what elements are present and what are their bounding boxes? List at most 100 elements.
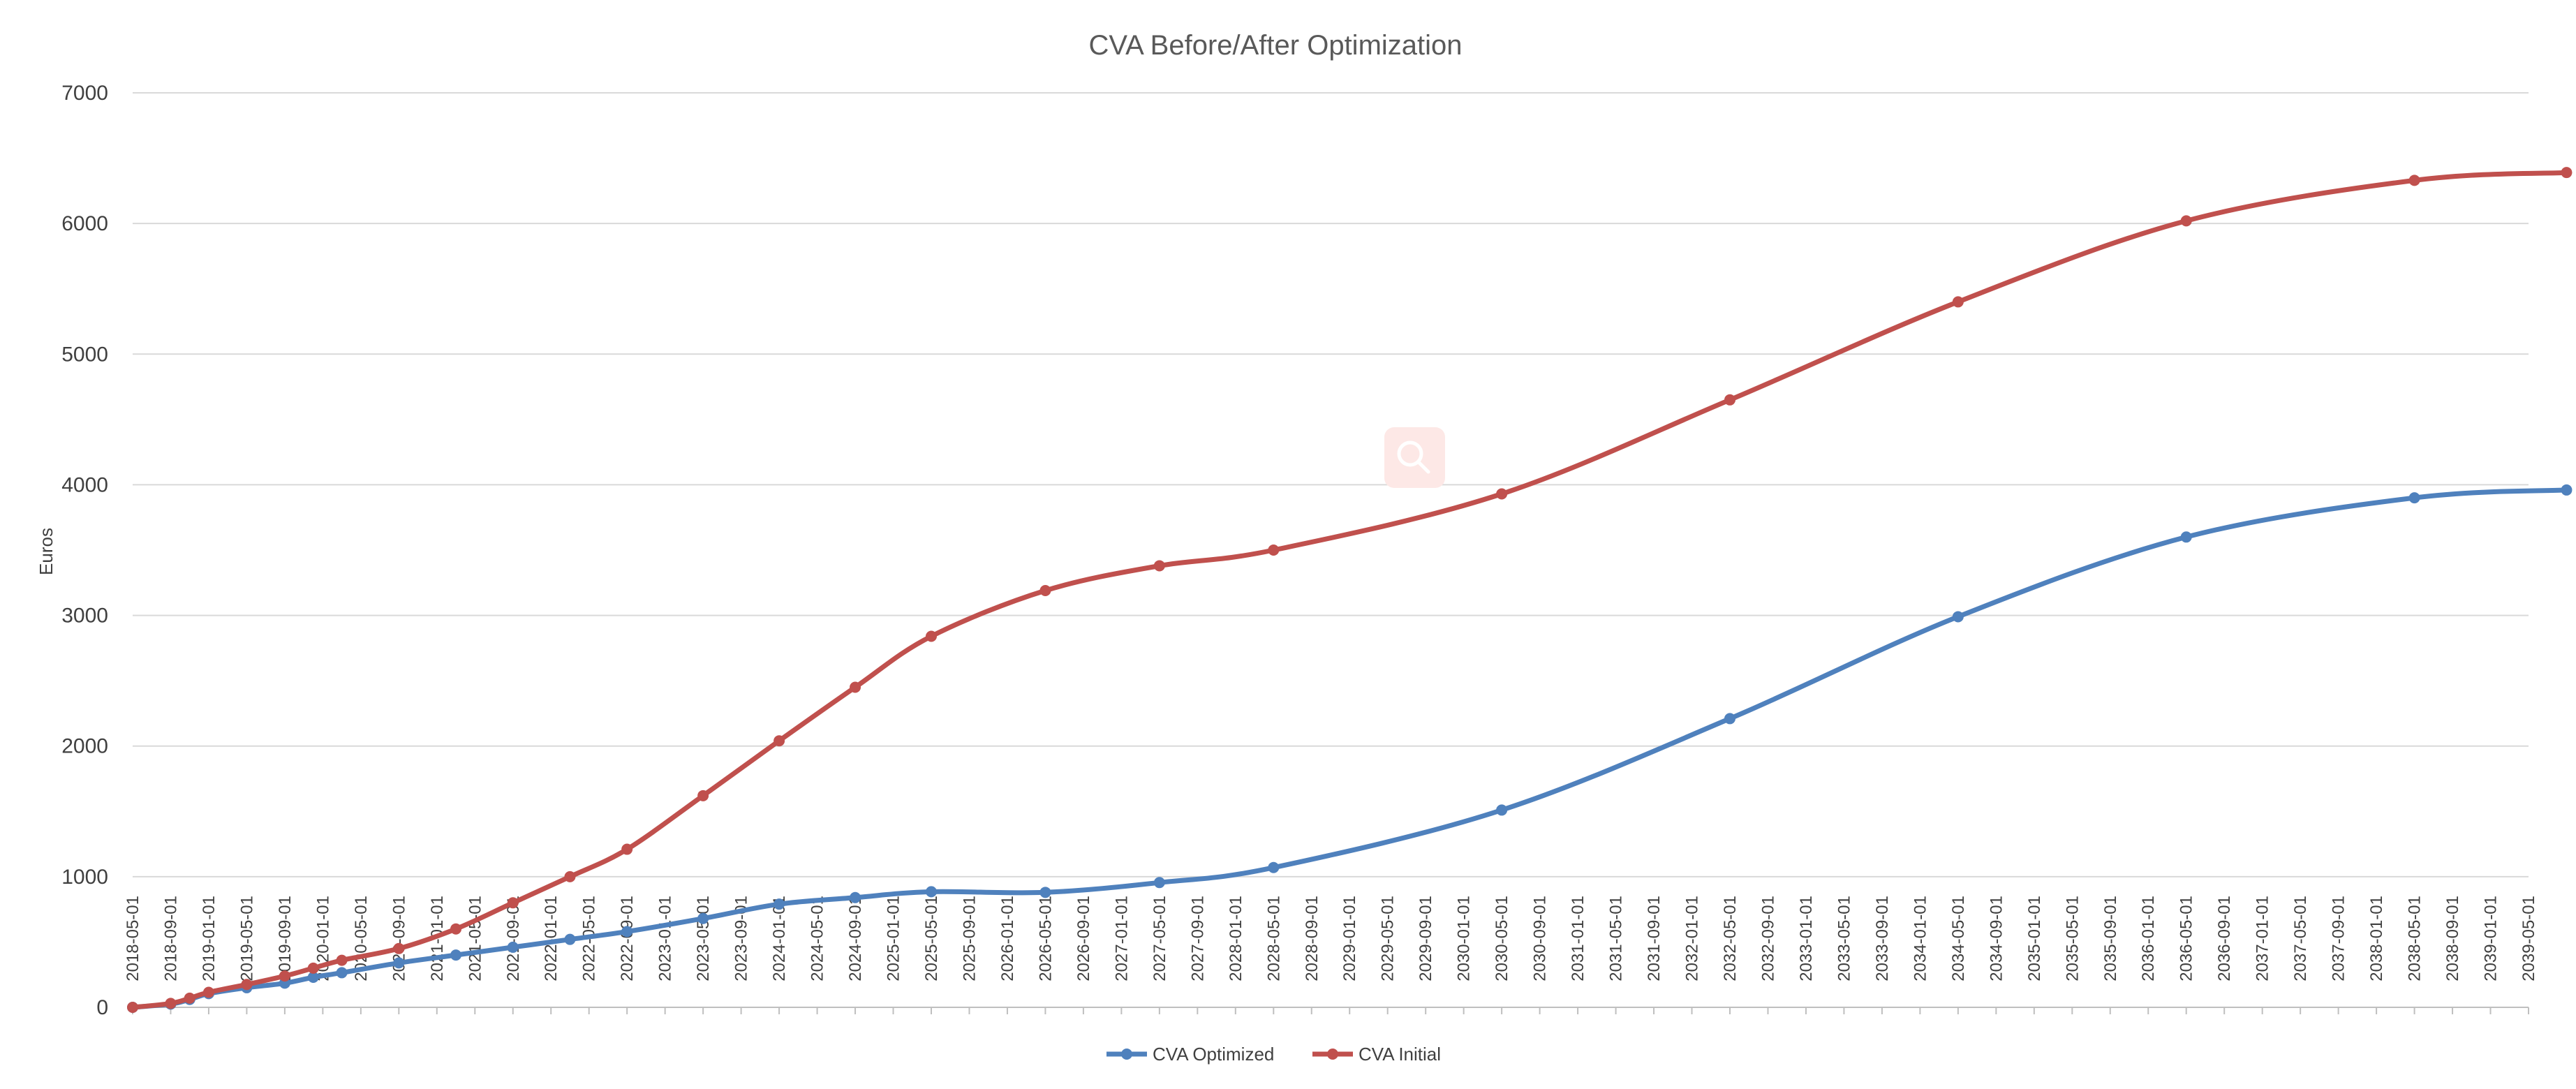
x-tick-label: 2026-01-01	[998, 896, 1017, 981]
x-tick-label: 2035-05-01	[2063, 896, 2082, 981]
x-tick-label: 2021-09-01	[504, 896, 523, 981]
data-point	[307, 971, 319, 983]
x-tick-label: 2028-01-01	[1227, 896, 1245, 981]
data-point	[393, 957, 405, 969]
x-tick-label: 2018-09-01	[161, 896, 180, 981]
data-point	[2561, 167, 2573, 179]
x-tick-label: 2031-01-01	[1569, 896, 1587, 981]
series-cva-initial	[127, 167, 2573, 1013]
y-tick-label: 2000	[61, 735, 108, 758]
x-tick-label: 2019-01-01	[200, 896, 219, 981]
data-point	[336, 954, 348, 966]
x-tick-label: 2033-09-01	[1873, 896, 1892, 981]
data-point	[1039, 887, 1051, 898]
data-point	[1952, 296, 1964, 308]
x-tick-label: 2025-05-01	[922, 896, 941, 981]
data-point	[2408, 492, 2420, 504]
data-point	[773, 898, 785, 910]
x-tick-label: 2037-05-01	[2291, 896, 2310, 981]
data-point	[393, 942, 405, 954]
y-tick-label: 3000	[61, 605, 108, 628]
data-point	[2180, 215, 2192, 227]
data-point	[564, 871, 576, 882]
x-tick-label: 2028-09-01	[1303, 896, 1322, 981]
x-tick-label: 2027-01-01	[1112, 896, 1131, 981]
x-tick-label: 2024-09-01	[846, 896, 865, 981]
x-tick-label: 2039-01-01	[2482, 896, 2501, 981]
legend-marker	[1121, 1049, 1132, 1060]
data-point	[1268, 861, 1280, 873]
data-point	[850, 681, 861, 693]
data-point	[1039, 585, 1051, 597]
data-point	[564, 933, 576, 945]
x-tick-label: 2029-09-01	[1416, 896, 1435, 981]
x-tick-label: 2031-09-01	[1645, 896, 1664, 981]
x-tick-label: 2033-01-01	[1797, 896, 1816, 981]
data-point	[507, 897, 519, 909]
y-axis-label: Euros	[36, 528, 57, 575]
magnifier-icon	[1384, 427, 1445, 488]
y-tick-label: 6000	[61, 212, 108, 235]
data-point	[621, 843, 633, 855]
legend-item-cva-initial: CVA Initial	[1312, 1044, 1441, 1065]
data-point	[621, 926, 633, 938]
data-point	[697, 912, 709, 924]
data-point	[241, 979, 253, 991]
data-point	[184, 992, 195, 1004]
x-tick-label: 2027-05-01	[1150, 896, 1169, 981]
y-tick-label: 1000	[61, 866, 108, 889]
x-tick-label: 2030-09-01	[1531, 896, 1550, 981]
x-tick-label: 2034-05-01	[1949, 896, 1968, 981]
data-point	[336, 967, 348, 979]
x-tick-label: 2037-09-01	[2330, 896, 2348, 981]
data-point	[165, 998, 177, 1009]
y-tick-label: 4000	[61, 473, 108, 496]
data-point	[279, 970, 290, 982]
series-line	[130, 170, 2569, 1010]
data-point	[450, 923, 462, 935]
data-point	[2408, 175, 2420, 186]
data-point	[697, 790, 709, 801]
x-tick-label: 2038-09-01	[2443, 896, 2462, 981]
x-tick-label: 2036-09-01	[2215, 896, 2234, 981]
x-tick-label: 2032-09-01	[1759, 896, 1777, 981]
chart-title: CVA Before/After Optimization	[1088, 30, 1462, 61]
x-tick-label: 2019-09-01	[276, 896, 295, 981]
x-tick-label: 2023-01-01	[656, 896, 675, 981]
series-lines	[127, 167, 2573, 1013]
data-point	[1496, 488, 1508, 500]
x-tick-label: 2028-05-01	[1264, 896, 1283, 981]
x-tick-label: 2029-01-01	[1340, 896, 1359, 981]
data-point	[202, 986, 214, 998]
x-tick-label: 2032-01-01	[1683, 896, 1702, 981]
x-tick-label: 2038-05-01	[2406, 896, 2425, 981]
x-tick-label: 2019-05-01	[237, 896, 256, 981]
legend-marker	[1327, 1049, 1338, 1060]
data-point	[1724, 713, 1735, 725]
y-tick-label: 5000	[61, 343, 108, 366]
data-point	[1496, 804, 1508, 816]
x-tick-label: 2035-09-01	[2101, 896, 2120, 981]
x-tick-label: 2018-05-01	[124, 896, 142, 981]
x-tick-label: 2035-01-01	[2025, 896, 2044, 981]
legend-label: CVA Initial	[1359, 1044, 1441, 1065]
legend: CVA Optimized CVA Initial	[1106, 1044, 1441, 1065]
data-point	[850, 891, 861, 903]
x-tick-label: 2025-09-01	[960, 896, 979, 981]
x-tick-label: 2023-05-01	[694, 896, 713, 981]
x-tick-label: 2022-01-01	[542, 896, 561, 981]
data-point	[1268, 544, 1280, 556]
x-tick-label: 2032-05-01	[1721, 896, 1740, 981]
x-tick-label: 2034-01-01	[1911, 896, 1930, 981]
data-point	[926, 630, 937, 642]
data-point	[1153, 877, 1165, 889]
x-tick-label: 2039-05-01	[2519, 896, 2538, 981]
data-point	[450, 949, 462, 961]
data-point	[1952, 611, 1964, 623]
x-tick-label: 2022-09-01	[618, 896, 637, 981]
x-tick-label: 2027-09-01	[1188, 896, 1207, 981]
y-axis-ticks: 0 1000 2000 3000 4000 5000 6000 7000	[61, 82, 108, 1019]
data-point	[2561, 484, 2573, 496]
x-tick-label: 2034-09-01	[1987, 896, 2006, 981]
x-tick-label: 2029-05-01	[1379, 896, 1398, 981]
